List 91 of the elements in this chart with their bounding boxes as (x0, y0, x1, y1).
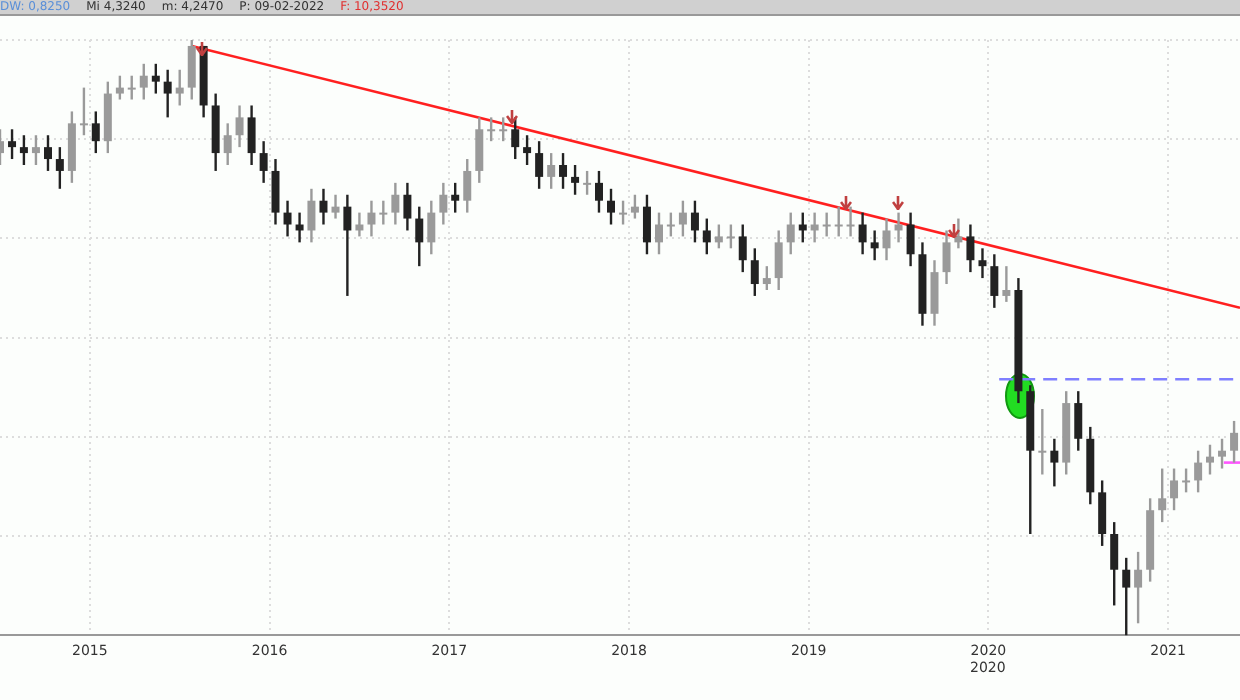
candlestick (1110, 520, 1119, 607)
candlestick (343, 193, 352, 298)
candlestick (235, 104, 244, 149)
candlestick (702, 217, 711, 256)
candlestick (906, 211, 915, 268)
candlestick (1038, 407, 1047, 476)
candlestick (175, 68, 184, 107)
candlestick (439, 181, 448, 226)
candlestick (774, 229, 783, 292)
candlestick (307, 187, 316, 244)
candlestick (1074, 389, 1083, 452)
candlestick (559, 151, 568, 190)
candlestick (738, 223, 747, 274)
candlestick (1218, 437, 1227, 470)
candlestick (451, 181, 460, 214)
candlestick (594, 169, 603, 214)
candlestick (1182, 467, 1191, 494)
candlestick (822, 211, 831, 238)
candlestick (642, 193, 651, 256)
candlestick (91, 110, 100, 155)
candlestick (319, 187, 328, 226)
candlestick (1134, 550, 1143, 625)
candlestick (978, 247, 987, 280)
candlestick (103, 80, 112, 155)
candlestick (475, 116, 484, 185)
candlestick (678, 199, 687, 238)
candlestick (966, 223, 975, 274)
candlestick (1230, 419, 1239, 464)
candlestick (834, 205, 843, 238)
candlestick (571, 163, 580, 196)
candlestick (714, 223, 723, 250)
candlestick (990, 253, 999, 310)
candlestick (690, 199, 699, 244)
candlestick (283, 199, 292, 238)
candlestick (954, 217, 963, 250)
candlestick (247, 104, 256, 167)
candlestick (67, 110, 76, 185)
candlestick (870, 229, 879, 262)
candlestick (379, 199, 388, 226)
candlestick (139, 62, 148, 101)
candlestick (8, 128, 17, 161)
candlestick (403, 181, 412, 232)
candlestick (786, 211, 795, 256)
candlestick (1158, 467, 1167, 524)
candlestick (726, 223, 735, 250)
candlestick (1194, 449, 1203, 494)
candlestick (1170, 467, 1179, 512)
candlestick (415, 205, 424, 268)
candlestick (511, 116, 520, 161)
candlestick (43, 134, 52, 173)
candlestick (259, 139, 268, 185)
candlestick (630, 193, 639, 220)
candlestick (151, 62, 160, 95)
candlestick (858, 211, 867, 256)
candlestick (499, 116, 508, 143)
candlestick (655, 211, 663, 256)
candlestick (535, 139, 544, 190)
candlestick (463, 157, 472, 214)
candlestick (547, 151, 556, 190)
candlestick (1122, 556, 1131, 637)
candlestick (942, 229, 951, 286)
candlestick (223, 122, 232, 167)
candlestick (1002, 264, 1011, 304)
candlestick (930, 259, 939, 327)
candlestick (427, 199, 436, 256)
candlestick (846, 205, 855, 238)
candlestick (882, 217, 891, 262)
candlestick (31, 134, 40, 167)
candlestick (523, 134, 532, 167)
candlestick (1098, 479, 1107, 548)
candlestick (583, 169, 592, 196)
candlestick (1205, 443, 1214, 476)
candlestick (271, 157, 280, 226)
candlestick (127, 74, 136, 101)
candlestick (762, 264, 771, 292)
candlestick (487, 116, 496, 143)
candlestick (115, 74, 124, 101)
candlestick (211, 92, 220, 173)
candlestick (1050, 437, 1059, 488)
candlestick (391, 181, 400, 226)
candlestick (367, 199, 376, 238)
candlestick (607, 187, 616, 226)
candlestick (79, 86, 88, 137)
candlestick (331, 193, 340, 220)
candlestick (55, 145, 64, 190)
candlestick (163, 68, 172, 119)
candlestick (619, 199, 628, 226)
candlestick (666, 211, 675, 238)
candlestick (19, 134, 28, 167)
candlestick (187, 38, 196, 101)
candlestick (750, 247, 759, 298)
